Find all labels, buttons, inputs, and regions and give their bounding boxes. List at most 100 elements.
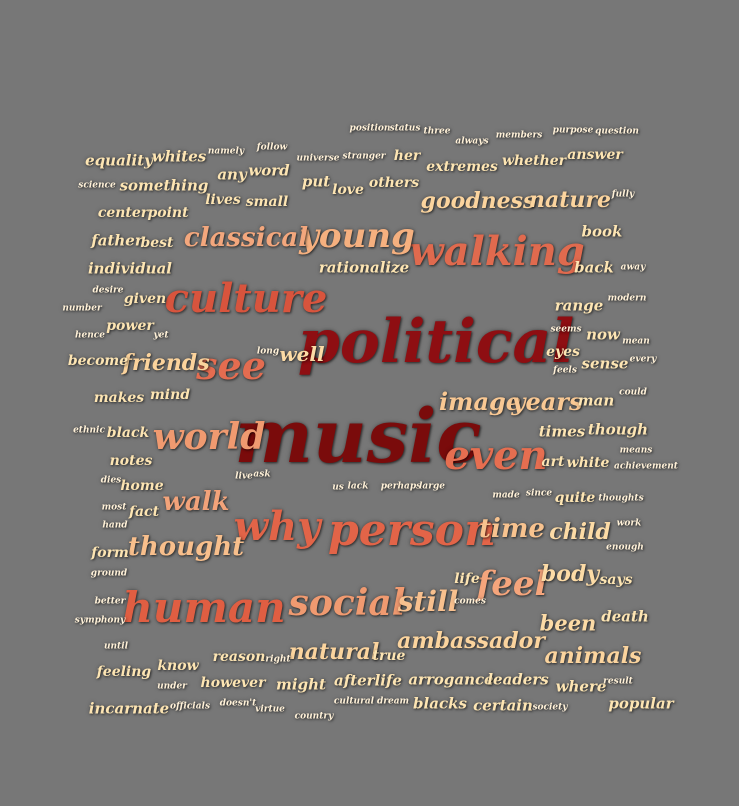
word-walk: walk [162,487,230,517]
word-thought: thought [127,532,245,562]
word-members: members [495,130,543,141]
word-makes: makes [93,390,145,406]
word-even: even [444,432,548,479]
word-word: word [248,161,290,180]
word-social: social [288,582,406,624]
word-ask: ask [253,469,271,480]
word-virtue: virtue [255,704,285,715]
word-any: any [217,165,247,184]
word-nature: nature [529,187,611,213]
word-political: political [297,307,575,377]
word-three: three [423,126,451,137]
word-walking: walking [409,228,585,275]
word-mean: mean [622,336,650,347]
word-desire: desire [92,285,124,296]
word-afterlife: afterlife [334,671,402,690]
word-stranger: stranger [342,151,386,162]
word-others: others [368,175,420,191]
word-follow: follow [256,142,288,153]
word-still: still [397,585,459,618]
word-question: question [595,126,639,137]
word-center: center [97,205,149,221]
word-best: best [140,235,174,251]
word-now: now [586,325,620,344]
word-eyes: eyes [546,344,580,360]
word-position: position [349,123,391,134]
word-long: long [256,346,280,357]
word-ground: ground [90,568,128,579]
word-reason: reason [212,649,266,665]
word-popular: popular [608,694,674,713]
word-every: every [629,354,657,365]
word-means: means [619,445,653,456]
word-friends: friends [122,350,210,376]
word-seems: seems [550,324,582,335]
word-purpose: purpose [552,125,594,136]
word-live: live [235,471,253,482]
word-animals: animals [544,643,642,669]
word-though: though [587,420,649,439]
word-might: might [276,675,326,694]
word-become: become [67,353,129,369]
word-image: image [438,387,522,416]
word-music: music [234,394,482,480]
word-sense: sense [581,354,629,373]
word-blacks: blacks [413,694,467,713]
word-been: been [539,610,597,636]
word-love: love [332,182,364,198]
word-comes: comes [454,596,486,607]
word-given: given [123,291,167,307]
word-modern: modern [607,293,647,304]
word-society: society [532,702,568,713]
word-however: however [200,675,266,691]
word-classical: classical [183,223,309,253]
word-put: put [301,172,331,191]
word-most: most [101,502,127,513]
word-individual: individual [87,259,173,278]
word-her: her [393,148,421,164]
word-cultural: cultural [333,696,375,707]
word-home: home [120,478,164,494]
word-feeling: feeling [96,664,152,680]
word-number: number [62,303,102,314]
word-large: large [418,481,446,492]
word-thoughts: thoughts [598,493,644,504]
word-answer: answer [567,147,623,163]
word-away: away [620,262,646,273]
word-art: art [541,454,565,470]
word-science: science [78,180,116,191]
word-lives: lives [205,192,241,208]
word-until: until [103,641,129,652]
word-back: back [574,258,614,277]
word-hence: hence [74,330,106,341]
word-made: made [492,490,520,501]
word-country: country [294,711,334,722]
word-certain: certain [473,696,533,715]
word-rationalize: rationalize [318,258,410,277]
word-universe: universe [296,153,340,164]
word-world: world [152,416,266,458]
word-goodness: goodness [420,188,536,214]
word-mind: mind [149,387,191,403]
word-whether: whether [501,153,567,169]
word-fact: fact [128,504,160,520]
word-years: years [511,387,583,416]
word-person: person [327,505,497,556]
word-status: status [389,123,421,134]
word-right: right [265,654,291,665]
word-always: always [455,136,489,147]
word-where: where [555,677,607,696]
word-life: life [454,571,480,587]
word-why: why [233,503,321,550]
word-says: says [599,572,633,588]
word-achievement: achievement [614,461,678,472]
word-hand: hand [102,520,128,531]
word-quite: quite [554,490,596,506]
word-notes: notes [109,453,153,469]
word-under: under [157,681,187,692]
word-enough: enough [606,542,644,553]
word-result: result [603,676,633,687]
word-extremes: extremes [426,159,498,175]
word-symphony: symphony [74,615,126,626]
